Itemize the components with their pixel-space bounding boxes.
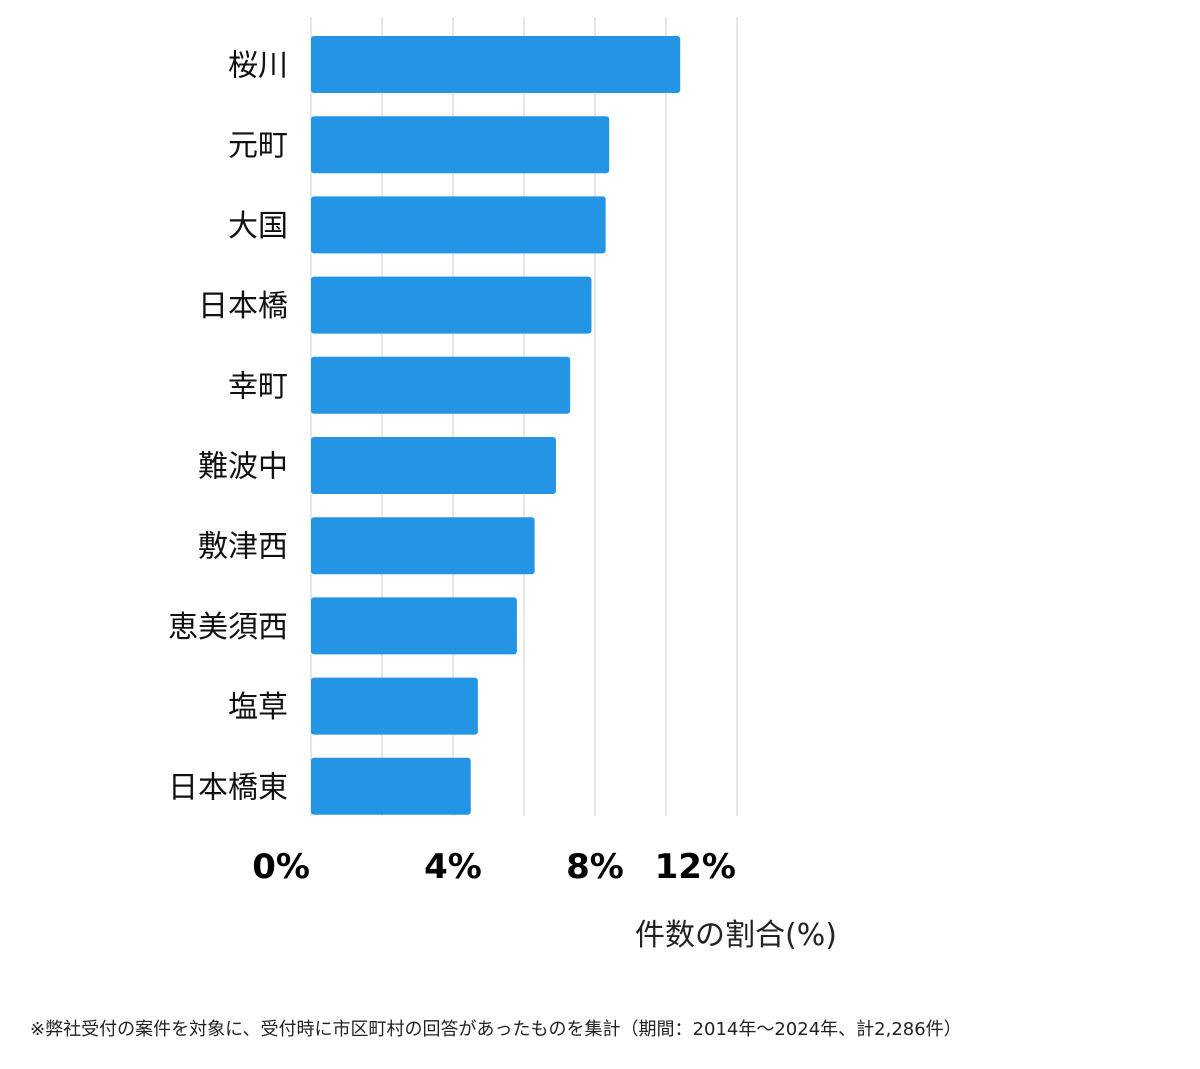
category-label-9: 日本橋東 [168,770,288,805]
x-tick-label-1: 4% [424,847,482,887]
category-label-0: 桜川 [228,49,288,84]
bars [311,36,681,815]
bar-5 [311,437,556,494]
category-label-7: 恵美須西 [168,610,288,645]
category-label-1: 元町 [228,129,288,164]
bar-8 [311,677,478,735]
x-tick-labels: 0% 4% 8% 12% [252,847,736,887]
category-label-2: 大国 [228,209,288,244]
category-label-8: 塩草 [228,690,288,725]
x-tick-label-2: 8% [566,847,624,887]
bar-2 [311,196,606,254]
bar-0 [311,36,681,93]
bar-1 [311,116,610,174]
bar-4 [311,356,571,414]
x-tick-label-0: 0% [252,847,310,887]
x-axis-label: 件数の割合(%) [635,918,837,953]
bar-3 [311,276,592,334]
category-label-5: 難波中 [198,450,288,485]
footnote: ※弊社受付の案件を対象に、受付時に市区町村の回答があったものを集計（期間：201… [30,1019,962,1040]
bar-7 [311,597,517,655]
category-label-6: 敷津西 [198,530,288,565]
category-label-3: 日本橋 [198,289,288,324]
bar-9 [311,757,471,815]
x-tick-label-3: 12% [655,847,736,887]
category-label-4: 幸町 [228,369,288,404]
bar-6 [311,517,535,575]
